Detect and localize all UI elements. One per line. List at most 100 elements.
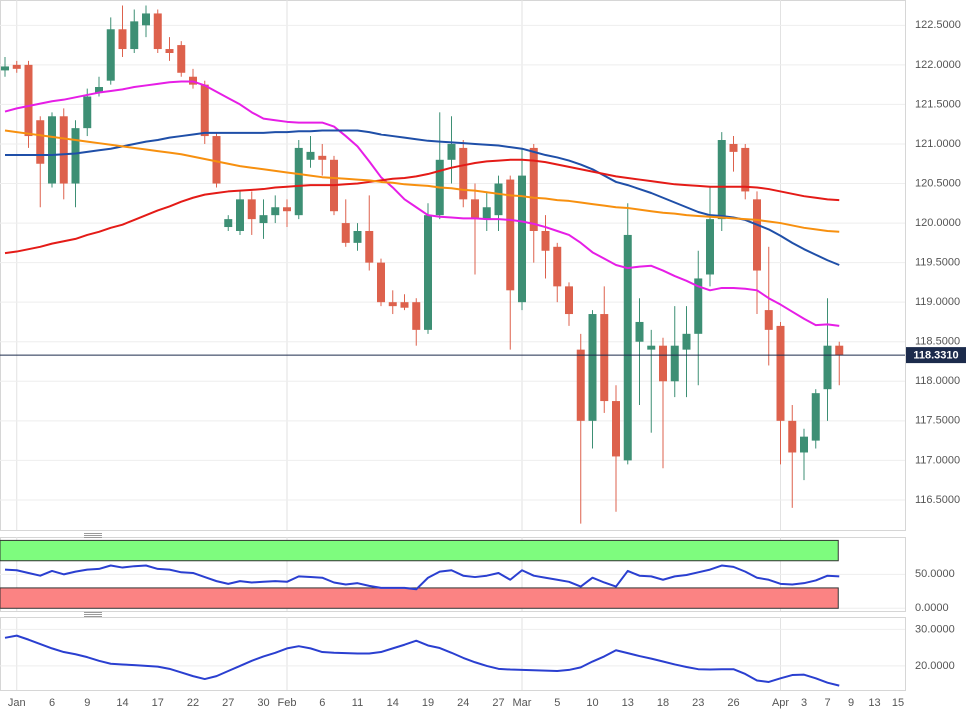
candle-body — [83, 96, 92, 129]
candle-body — [365, 230, 374, 263]
marks-layer — [1, 5, 844, 524]
candle-body — [635, 321, 644, 342]
y-tick-label: 118.5000 — [915, 336, 960, 348]
y-tick-label: 120.5000 — [915, 177, 961, 189]
x-tick-label: 14 — [387, 697, 399, 709]
candle-body — [471, 199, 479, 220]
x-tick-label: 23 — [692, 697, 704, 709]
x-tick-label: 10 — [586, 697, 598, 709]
y-tick-label: 20.0000 — [915, 660, 955, 672]
candle-body — [24, 64, 33, 137]
candle-body — [494, 183, 503, 216]
candle-body — [647, 345, 656, 350]
candle-body — [706, 219, 714, 275]
candle-body — [670, 345, 679, 382]
candle-body — [36, 120, 45, 164]
candle-body — [400, 302, 409, 308]
candle-body — [130, 21, 139, 50]
candle-body — [694, 278, 703, 334]
indicator-panel-frame — [0, 617, 906, 691]
x-tick-label: 3 — [801, 697, 807, 709]
y-tick-label: 30.0000 — [915, 623, 955, 635]
x-tick-label: 9 — [848, 697, 854, 709]
candle-body — [106, 29, 115, 81]
panel-frames — [0, 0, 906, 691]
candle-body — [71, 128, 80, 184]
x-tick-label: 27 — [222, 697, 234, 709]
candle-body — [153, 13, 162, 50]
candle-body — [482, 207, 491, 220]
candle-body — [776, 325, 785, 421]
candle-body — [788, 420, 797, 453]
x-tick-label: 19 — [422, 697, 434, 709]
indicator-line — [4, 634, 840, 687]
moving-average-line — [4, 129, 840, 233]
drag-handle[interactable] — [84, 533, 102, 538]
y-tick-label: 119.5000 — [915, 257, 960, 269]
x-tick-label: 13 — [622, 697, 634, 709]
candle-body — [565, 286, 573, 315]
y-tick-label: 116.5000 — [915, 494, 960, 506]
candle-body — [447, 143, 456, 160]
x-tick-label: 9 — [84, 697, 90, 709]
candle-body — [318, 155, 327, 160]
candle-body — [212, 136, 221, 184]
y-tick-label: 50.0000 — [915, 568, 955, 580]
candle-body — [1, 66, 9, 71]
candle-body — [529, 147, 538, 231]
moving-average-line — [4, 158, 840, 255]
moving-average-line — [5, 129, 840, 266]
candle-body — [224, 219, 233, 228]
candle-body — [811, 393, 820, 441]
candle-body — [377, 262, 385, 303]
y-tick-label: 121.0000 — [915, 138, 961, 150]
candle-body — [588, 314, 597, 421]
x-tick-label: 13 — [868, 697, 880, 709]
candle-body — [424, 215, 432, 330]
main-panel-frame — [0, 0, 906, 531]
candle-body — [12, 64, 21, 69]
candle-body — [294, 147, 303, 216]
candle-body — [764, 310, 773, 330]
x-tick-label: 27 — [492, 697, 504, 709]
candle-body — [306, 151, 315, 160]
candle-body — [800, 436, 808, 453]
candle-body — [741, 147, 750, 192]
y-tick-label: 117.0000 — [915, 454, 960, 466]
candle-body — [823, 345, 832, 390]
candle-body — [729, 143, 738, 152]
y-tick-label: 118.0000 — [915, 375, 960, 387]
vgrid-layer — [16, 0, 781, 690]
x-tick-label: 11 — [352, 697, 363, 709]
candle-body — [177, 45, 186, 73]
candle-body — [283, 207, 291, 212]
last-price-label: 118.3310 — [913, 350, 958, 362]
candle-body — [353, 230, 362, 243]
candle-body — [717, 140, 726, 220]
candle-body — [259, 215, 268, 224]
drag-handle[interactable] — [84, 612, 102, 617]
candle-body — [118, 29, 127, 50]
x-tick-label: Feb — [278, 697, 297, 709]
labels-layer: Jan 6 9 14 17 22 27 30 Feb 6 11 14 19 24 27 Mar 5 10 13 18 2… — [8, 19, 966, 709]
candle-body — [271, 207, 280, 216]
candle-body — [142, 13, 150, 26]
y-tick-label: 0.0000 — [915, 602, 949, 614]
y-tick-label: 122.5000 — [915, 19, 961, 31]
x-tick-label: 30 — [257, 697, 269, 709]
x-tick-label: 26 — [727, 697, 739, 709]
candle-body — [165, 49, 174, 53]
x-tick-label: 17 — [152, 697, 164, 709]
x-tick-label: 7 — [824, 697, 830, 709]
y-tick-label: 121.5000 — [915, 98, 961, 110]
x-tick-label: Jan — [8, 697, 26, 709]
candle-body — [506, 179, 515, 291]
x-tick-label: 6 — [49, 697, 55, 709]
y-tick-label: 119.0000 — [915, 296, 960, 308]
candle-body — [835, 345, 844, 356]
x-tick-label: 14 — [116, 697, 128, 709]
last-price-box — [906, 347, 966, 364]
candle-body — [236, 199, 244, 231]
candle-body — [200, 84, 209, 137]
